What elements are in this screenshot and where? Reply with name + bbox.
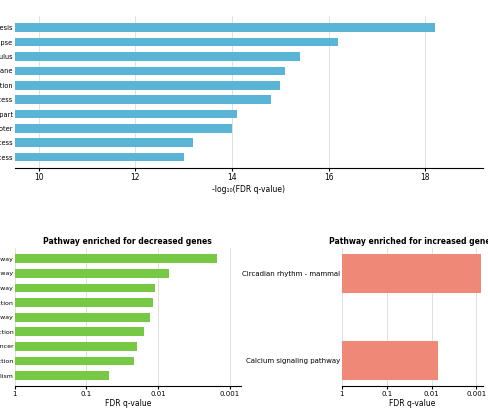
Bar bbox=[0, 139, 193, 147]
Bar bbox=[342, 254, 481, 293]
X-axis label: FDR q-value: FDR q-value bbox=[389, 399, 436, 408]
Bar bbox=[0, 23, 435, 32]
Bar bbox=[15, 342, 137, 351]
X-axis label: FDR q-value: FDR q-value bbox=[104, 399, 151, 408]
Bar bbox=[0, 81, 280, 90]
Bar bbox=[15, 298, 153, 307]
Bar bbox=[15, 313, 150, 322]
Title: Pathway enriched for increased genes: Pathway enriched for increased genes bbox=[329, 237, 488, 246]
Bar bbox=[15, 357, 134, 365]
Bar bbox=[0, 124, 232, 133]
Bar bbox=[15, 269, 169, 278]
Title: Pathway enriched for decreased genes: Pathway enriched for decreased genes bbox=[43, 237, 212, 246]
Bar bbox=[15, 284, 155, 293]
Bar bbox=[0, 52, 300, 61]
Bar bbox=[0, 95, 271, 104]
Bar bbox=[342, 341, 439, 380]
Bar bbox=[0, 38, 338, 46]
Bar bbox=[0, 153, 183, 162]
Bar bbox=[15, 254, 217, 263]
Bar bbox=[15, 328, 143, 336]
X-axis label: -log₁₀(FDR q-value): -log₁₀(FDR q-value) bbox=[212, 185, 285, 194]
Bar bbox=[0, 110, 237, 118]
Bar bbox=[15, 371, 109, 380]
Bar bbox=[0, 67, 285, 75]
